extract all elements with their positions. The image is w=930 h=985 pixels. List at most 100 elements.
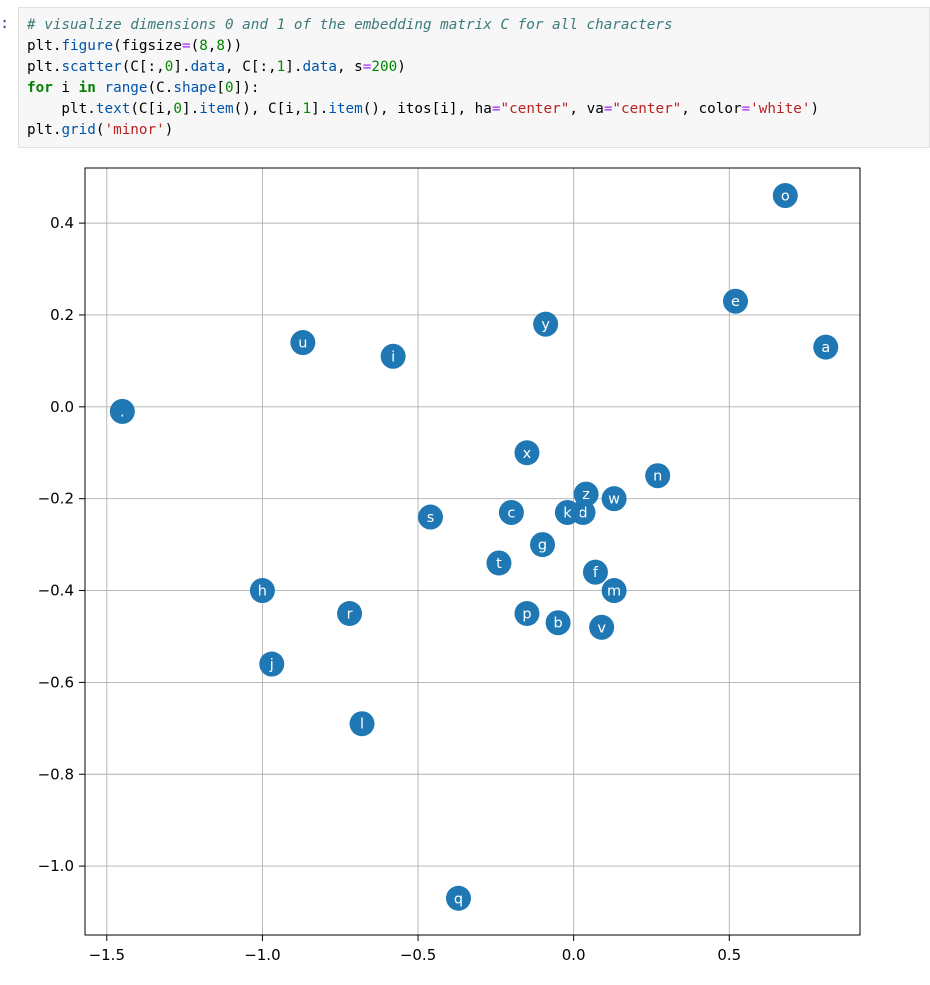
code-token: [ xyxy=(216,80,226,96)
code-token: ]. xyxy=(181,101,200,117)
code-token: ) xyxy=(810,101,820,117)
code-line: plt.scatter(C[:,0].data, C[:,1].data, s=… xyxy=(27,59,406,75)
data-point xyxy=(349,711,375,737)
cell-prompt: : xyxy=(0,14,10,32)
code-token: data xyxy=(190,59,226,75)
axes-frame xyxy=(84,167,861,936)
code-token: , color xyxy=(681,101,742,117)
code-token: 0 xyxy=(164,59,174,75)
x-tick-label: 0.5 xyxy=(717,946,741,964)
x-tick-label: 0.0 xyxy=(562,946,586,964)
data-point xyxy=(601,578,627,604)
code-token: (figsize xyxy=(113,38,182,54)
code-token: figure xyxy=(61,38,114,54)
data-point xyxy=(498,499,524,525)
code-token: 0 xyxy=(173,101,182,117)
data-point xyxy=(514,440,540,466)
code-token: in xyxy=(78,80,96,96)
code-line: plt.figure(figsize=(8,8)) xyxy=(27,38,242,54)
code-token: "center" xyxy=(612,101,682,117)
point-label: i xyxy=(391,349,395,365)
code-token: 1 xyxy=(276,59,286,75)
code-token: ]. xyxy=(285,59,303,75)
point-label: s xyxy=(427,510,435,526)
point-label: p xyxy=(522,607,531,623)
y-tick-label: −0.4 xyxy=(38,582,74,600)
data-point xyxy=(530,532,556,558)
data-point xyxy=(417,504,443,530)
point-label: h xyxy=(258,584,267,600)
code-editor[interactable]: # visualize dimensions 0 and 1 of the em… xyxy=(27,15,819,141)
code-token: shape xyxy=(173,80,217,96)
data-point xyxy=(772,183,798,209)
code-token: 1 xyxy=(302,101,312,117)
data-point xyxy=(723,288,749,314)
code-token: 200 xyxy=(371,59,398,75)
code-token: plt. xyxy=(27,122,62,138)
code-token: , va xyxy=(569,101,604,117)
point-label: q xyxy=(454,891,463,907)
point-label: d xyxy=(578,505,587,521)
y-tick-label: −0.8 xyxy=(38,765,74,783)
point-label: v xyxy=(597,620,606,636)
code-token: = xyxy=(362,59,372,75)
point-label: z xyxy=(582,487,590,503)
code-token: text xyxy=(95,101,131,117)
code-line: plt.grid('minor') xyxy=(27,122,173,138)
point-label: b xyxy=(553,616,562,632)
point-label: r xyxy=(347,607,353,623)
code-token: (), C[i, xyxy=(233,101,303,117)
y-tick-label: −0.6 xyxy=(38,673,74,691)
data-point xyxy=(514,601,540,627)
data-point xyxy=(380,343,406,369)
code-token: 'minor' xyxy=(104,122,165,138)
point-label: j xyxy=(269,657,274,673)
point-label: e xyxy=(731,294,740,310)
point-label: . xyxy=(120,404,125,420)
data-point xyxy=(109,398,135,424)
point-label: n xyxy=(653,469,662,485)
code-token: 8 xyxy=(199,38,208,54)
code-token: plt. xyxy=(27,101,96,117)
point-label: u xyxy=(298,336,307,352)
code-token: ]. xyxy=(311,101,329,117)
y-tick-label: 0.4 xyxy=(50,214,74,232)
data-point xyxy=(601,486,627,512)
data-point xyxy=(589,614,615,640)
code-token: data xyxy=(302,59,337,75)
data-point xyxy=(554,499,580,525)
cell-output: . a b c d e f g h i j k l m n o p q r s t u v w x y z −1.5 −1.0 −0.5 0… xyxy=(18,155,930,980)
code-token: = xyxy=(741,101,751,117)
point-label: x xyxy=(523,446,532,462)
code-token: (C. xyxy=(147,80,174,96)
code-line: plt.text(C[i,0].item(), C[i,1].item(), i… xyxy=(27,101,819,117)
data-point xyxy=(337,601,363,627)
code-cell[interactable]: # visualize dimensions 0 and 1 of the em… xyxy=(18,7,930,148)
y-tick-label: −1.0 xyxy=(38,857,74,875)
code-token: (C[:, xyxy=(121,59,165,75)
code-token: grid xyxy=(61,122,96,138)
code-token: ]): xyxy=(233,80,260,96)
code-token: plt. xyxy=(27,38,62,54)
data-point xyxy=(582,559,608,585)
point-label: g xyxy=(538,538,547,554)
code-token: ) xyxy=(397,59,406,75)
code-token: 8 xyxy=(216,38,226,54)
code-token: ]. xyxy=(173,59,191,75)
code-token: scatter xyxy=(61,59,122,75)
y-tick-label: −0.2 xyxy=(38,490,74,508)
data-point xyxy=(813,334,839,360)
code-token: range xyxy=(104,80,148,96)
code-token: item xyxy=(328,101,363,117)
point-label: w xyxy=(608,492,620,508)
code-line: # visualize dimensions 0 and 1 of the em… xyxy=(27,17,673,33)
data-point xyxy=(533,311,559,337)
code-token: = xyxy=(491,101,501,117)
code-token: ( xyxy=(190,38,200,54)
y-tick-label: 0.0 xyxy=(50,398,74,416)
code-token: , xyxy=(207,38,217,54)
code-line: for i in range(C.shape[0]): xyxy=(27,80,259,96)
code-token: plt. xyxy=(27,59,62,75)
point-label: y xyxy=(541,317,550,333)
point-label: a xyxy=(821,340,830,356)
